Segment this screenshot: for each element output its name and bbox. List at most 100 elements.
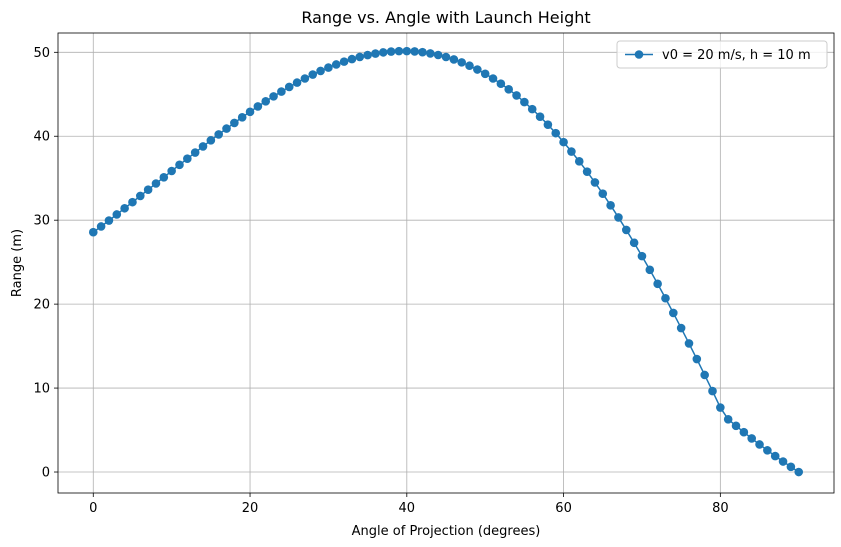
data-point — [614, 213, 623, 222]
data-point — [590, 178, 600, 187]
data-point — [394, 46, 404, 56]
data-point — [433, 50, 443, 60]
data-point — [739, 427, 749, 437]
data-point — [426, 49, 435, 58]
data-point — [143, 185, 153, 195]
data-point — [339, 57, 349, 66]
data-point — [120, 203, 129, 213]
data-point — [512, 91, 521, 100]
data-point — [567, 147, 576, 156]
data-point — [496, 79, 506, 89]
data-point — [574, 157, 584, 166]
data-point — [606, 201, 615, 210]
data-point — [386, 47, 396, 56]
data-point — [700, 370, 709, 380]
data-point — [418, 47, 427, 57]
data-point — [371, 49, 380, 58]
data-point — [457, 58, 466, 67]
data-point — [653, 279, 662, 289]
y-tick-label: 20 — [33, 298, 50, 313]
data-point — [410, 47, 419, 56]
data-point — [206, 136, 216, 145]
data-point — [378, 48, 388, 57]
data-point — [786, 462, 796, 472]
ticks: 0 20 40 60 80 0 10 20 30 40 50 — [33, 46, 728, 516]
data-point — [473, 65, 482, 74]
data-point — [441, 52, 451, 62]
data-point — [527, 104, 537, 114]
data-point — [230, 118, 239, 128]
legend-label: v0 = 20 m/s, h = 10 m — [662, 48, 811, 63]
data-point — [692, 354, 702, 364]
data-point — [559, 137, 568, 147]
data-point — [716, 403, 725, 412]
data-point — [598, 189, 608, 198]
data-point — [151, 179, 161, 188]
data-point — [629, 238, 639, 248]
y-tick-label: 50 — [33, 46, 50, 61]
data-point — [535, 112, 545, 121]
data-point — [245, 107, 255, 117]
data-point — [277, 87, 286, 96]
data-point — [480, 69, 490, 79]
data-point — [770, 451, 780, 461]
data-point — [402, 46, 412, 56]
data-point — [261, 97, 271, 106]
data-point — [504, 85, 514, 94]
data-point — [355, 52, 365, 62]
data-point — [198, 142, 208, 151]
data-point — [284, 82, 294, 92]
data-point — [183, 154, 192, 163]
data-point — [347, 54, 357, 64]
data-point — [324, 63, 333, 72]
data-point — [269, 92, 278, 101]
y-axis-label: Range (m) — [10, 229, 25, 297]
series-line — [92, 50, 800, 473]
legend-box — [616, 40, 828, 69]
data-point — [316, 66, 325, 76]
data-point — [88, 227, 98, 237]
data-point — [214, 130, 223, 139]
data-point — [684, 339, 694, 348]
data-point — [128, 197, 137, 207]
data-point — [637, 251, 647, 261]
data-point — [551, 128, 561, 138]
data-point — [292, 78, 302, 87]
y-tick-label: 40 — [33, 130, 50, 145]
data-point — [731, 421, 741, 431]
data-point — [237, 112, 247, 122]
data-point — [794, 467, 804, 477]
data-point — [300, 74, 310, 83]
y-tick-label: 0 — [42, 466, 50, 481]
data-point — [96, 222, 106, 231]
data-point — [190, 148, 200, 157]
data-point — [661, 293, 670, 303]
x-tick-label: 40 — [399, 501, 416, 516]
data-point — [488, 74, 498, 83]
data-point — [159, 172, 169, 182]
data-point — [582, 167, 592, 176]
data-point — [449, 55, 459, 64]
legend: v0 = 20 m/s, h = 10 m — [616, 40, 828, 69]
x-tick-label: 0 — [89, 501, 97, 516]
data-point — [543, 120, 553, 129]
data-point — [308, 70, 318, 79]
data-point — [363, 50, 372, 60]
data-point — [763, 446, 772, 455]
plot-frame — [57, 32, 835, 494]
y-tick-label: 10 — [33, 382, 50, 397]
data-point — [112, 210, 122, 219]
data-point — [167, 166, 176, 176]
y-tick-label: 30 — [33, 214, 50, 229]
grid — [58, 33, 834, 493]
x-tick-label: 60 — [555, 501, 572, 516]
legend-marker-sample — [634, 50, 644, 59]
data-point — [708, 386, 717, 396]
chart-title: Range vs. Angle with Launch Height — [301, 8, 590, 27]
data-point — [253, 102, 263, 111]
data-point — [465, 61, 474, 71]
plot-area — [88, 46, 804, 477]
data-point — [669, 308, 678, 318]
data-point — [778, 457, 788, 466]
